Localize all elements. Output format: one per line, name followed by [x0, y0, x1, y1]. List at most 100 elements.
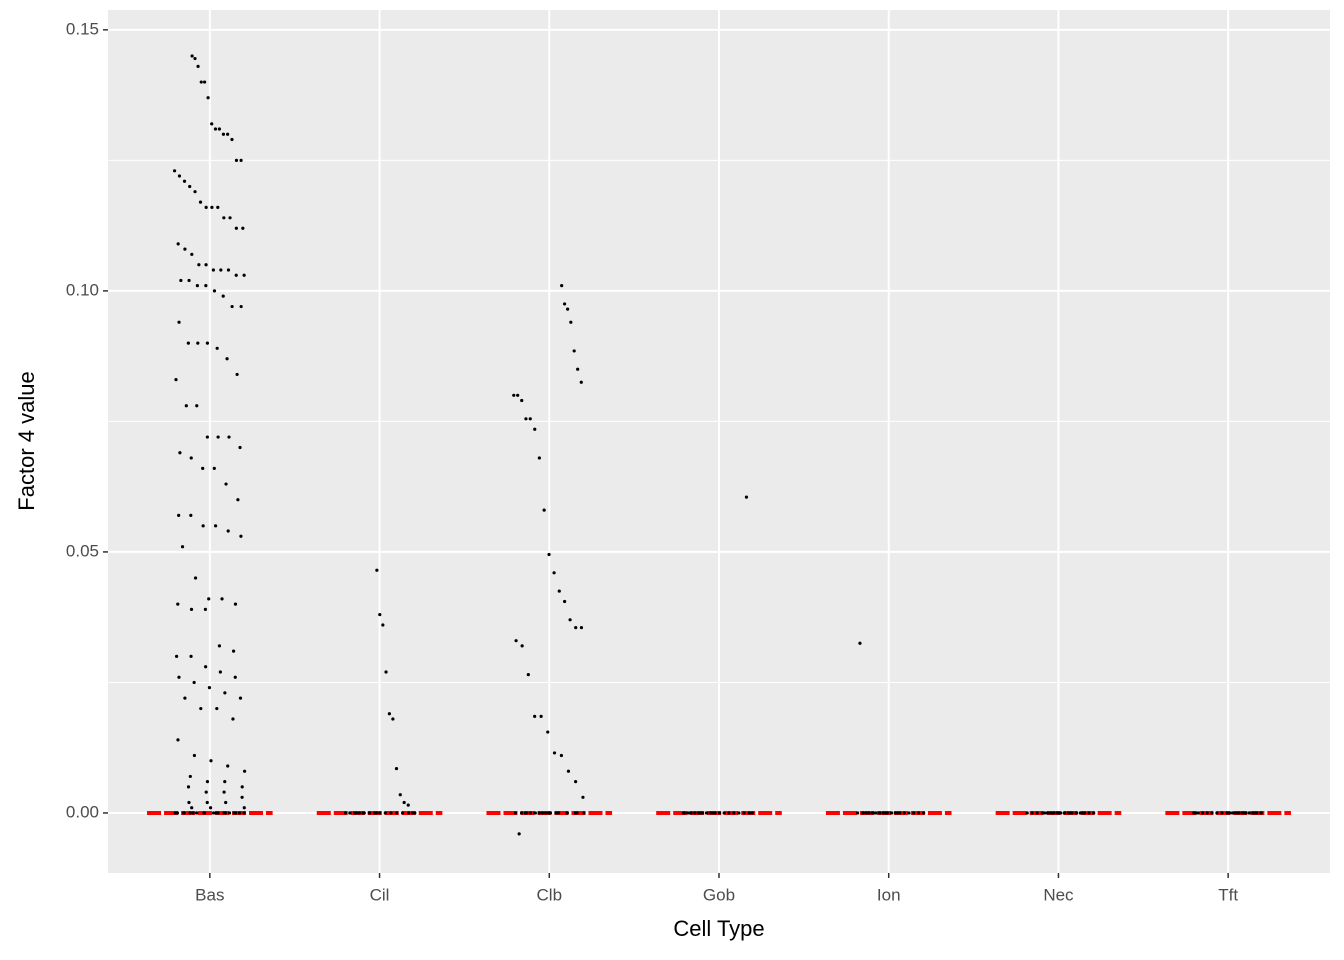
point [193, 190, 197, 194]
point [210, 122, 214, 126]
point [1049, 811, 1053, 815]
point [193, 56, 197, 61]
point [516, 393, 520, 397]
point [226, 132, 230, 136]
point [566, 307, 570, 311]
point [1210, 811, 1214, 815]
point [218, 670, 222, 674]
point [878, 811, 882, 815]
point [195, 404, 199, 408]
point [1046, 811, 1050, 815]
point [1192, 811, 1196, 815]
point [213, 524, 218, 528]
point [533, 427, 537, 431]
point [520, 398, 524, 403]
point [858, 641, 862, 645]
point [196, 341, 200, 345]
point [361, 811, 365, 815]
point [722, 811, 726, 815]
point [241, 226, 245, 230]
point [1040, 811, 1044, 815]
point [226, 529, 230, 533]
point [750, 811, 755, 815]
point [207, 597, 211, 601]
point [866, 811, 870, 815]
point [231, 649, 236, 653]
point [893, 811, 898, 815]
point [192, 753, 197, 758]
point [242, 811, 246, 815]
point [354, 811, 358, 815]
x-tick-label: Gob [703, 885, 735, 904]
point [204, 263, 208, 267]
point [922, 811, 926, 815]
point [177, 675, 181, 679]
point [188, 774, 192, 779]
point [413, 811, 417, 815]
point [188, 811, 192, 815]
point [1225, 811, 1229, 815]
point [239, 158, 243, 162]
point [205, 780, 210, 784]
point [186, 785, 191, 789]
x-tick-label: Ion [877, 885, 901, 904]
point [896, 811, 900, 815]
point [210, 205, 214, 209]
point [402, 800, 406, 805]
point [190, 252, 194, 256]
point [717, 811, 722, 815]
point [410, 811, 415, 815]
point [217, 644, 222, 648]
point [199, 80, 203, 84]
point [890, 811, 894, 815]
point [204, 790, 208, 794]
point [699, 811, 703, 815]
point [864, 811, 868, 815]
point [193, 576, 198, 580]
point [520, 644, 524, 648]
point [203, 607, 207, 611]
point [1247, 811, 1251, 815]
point [183, 247, 187, 251]
point [174, 378, 178, 382]
point [552, 571, 556, 575]
point [406, 803, 410, 807]
point [238, 696, 243, 700]
point [1230, 811, 1235, 815]
point [242, 806, 246, 810]
point [574, 780, 578, 784]
point [912, 811, 916, 815]
point [227, 811, 232, 815]
point [176, 738, 180, 742]
point [568, 618, 572, 622]
point [855, 811, 860, 815]
point [224, 482, 228, 486]
point [407, 811, 411, 815]
x-axis-title: Cell Type [673, 916, 764, 941]
point [223, 811, 228, 815]
point [236, 498, 240, 502]
point [709, 811, 713, 815]
point [711, 811, 715, 815]
point [179, 278, 183, 283]
point [519, 811, 524, 815]
point [216, 811, 220, 815]
point [221, 132, 226, 136]
point [517, 832, 521, 836]
point [215, 706, 219, 711]
point [208, 806, 213, 810]
point [563, 599, 567, 604]
point [220, 597, 224, 601]
y-tick-label: 0.10 [66, 280, 99, 299]
point [513, 811, 518, 815]
point [177, 320, 181, 324]
point [203, 80, 207, 84]
point [1092, 811, 1096, 815]
point [213, 127, 218, 131]
y-tick-label: 0.15 [66, 19, 99, 38]
point [206, 96, 210, 100]
x-tick-label: Clb [537, 885, 563, 904]
point [375, 568, 379, 572]
point [540, 811, 545, 815]
